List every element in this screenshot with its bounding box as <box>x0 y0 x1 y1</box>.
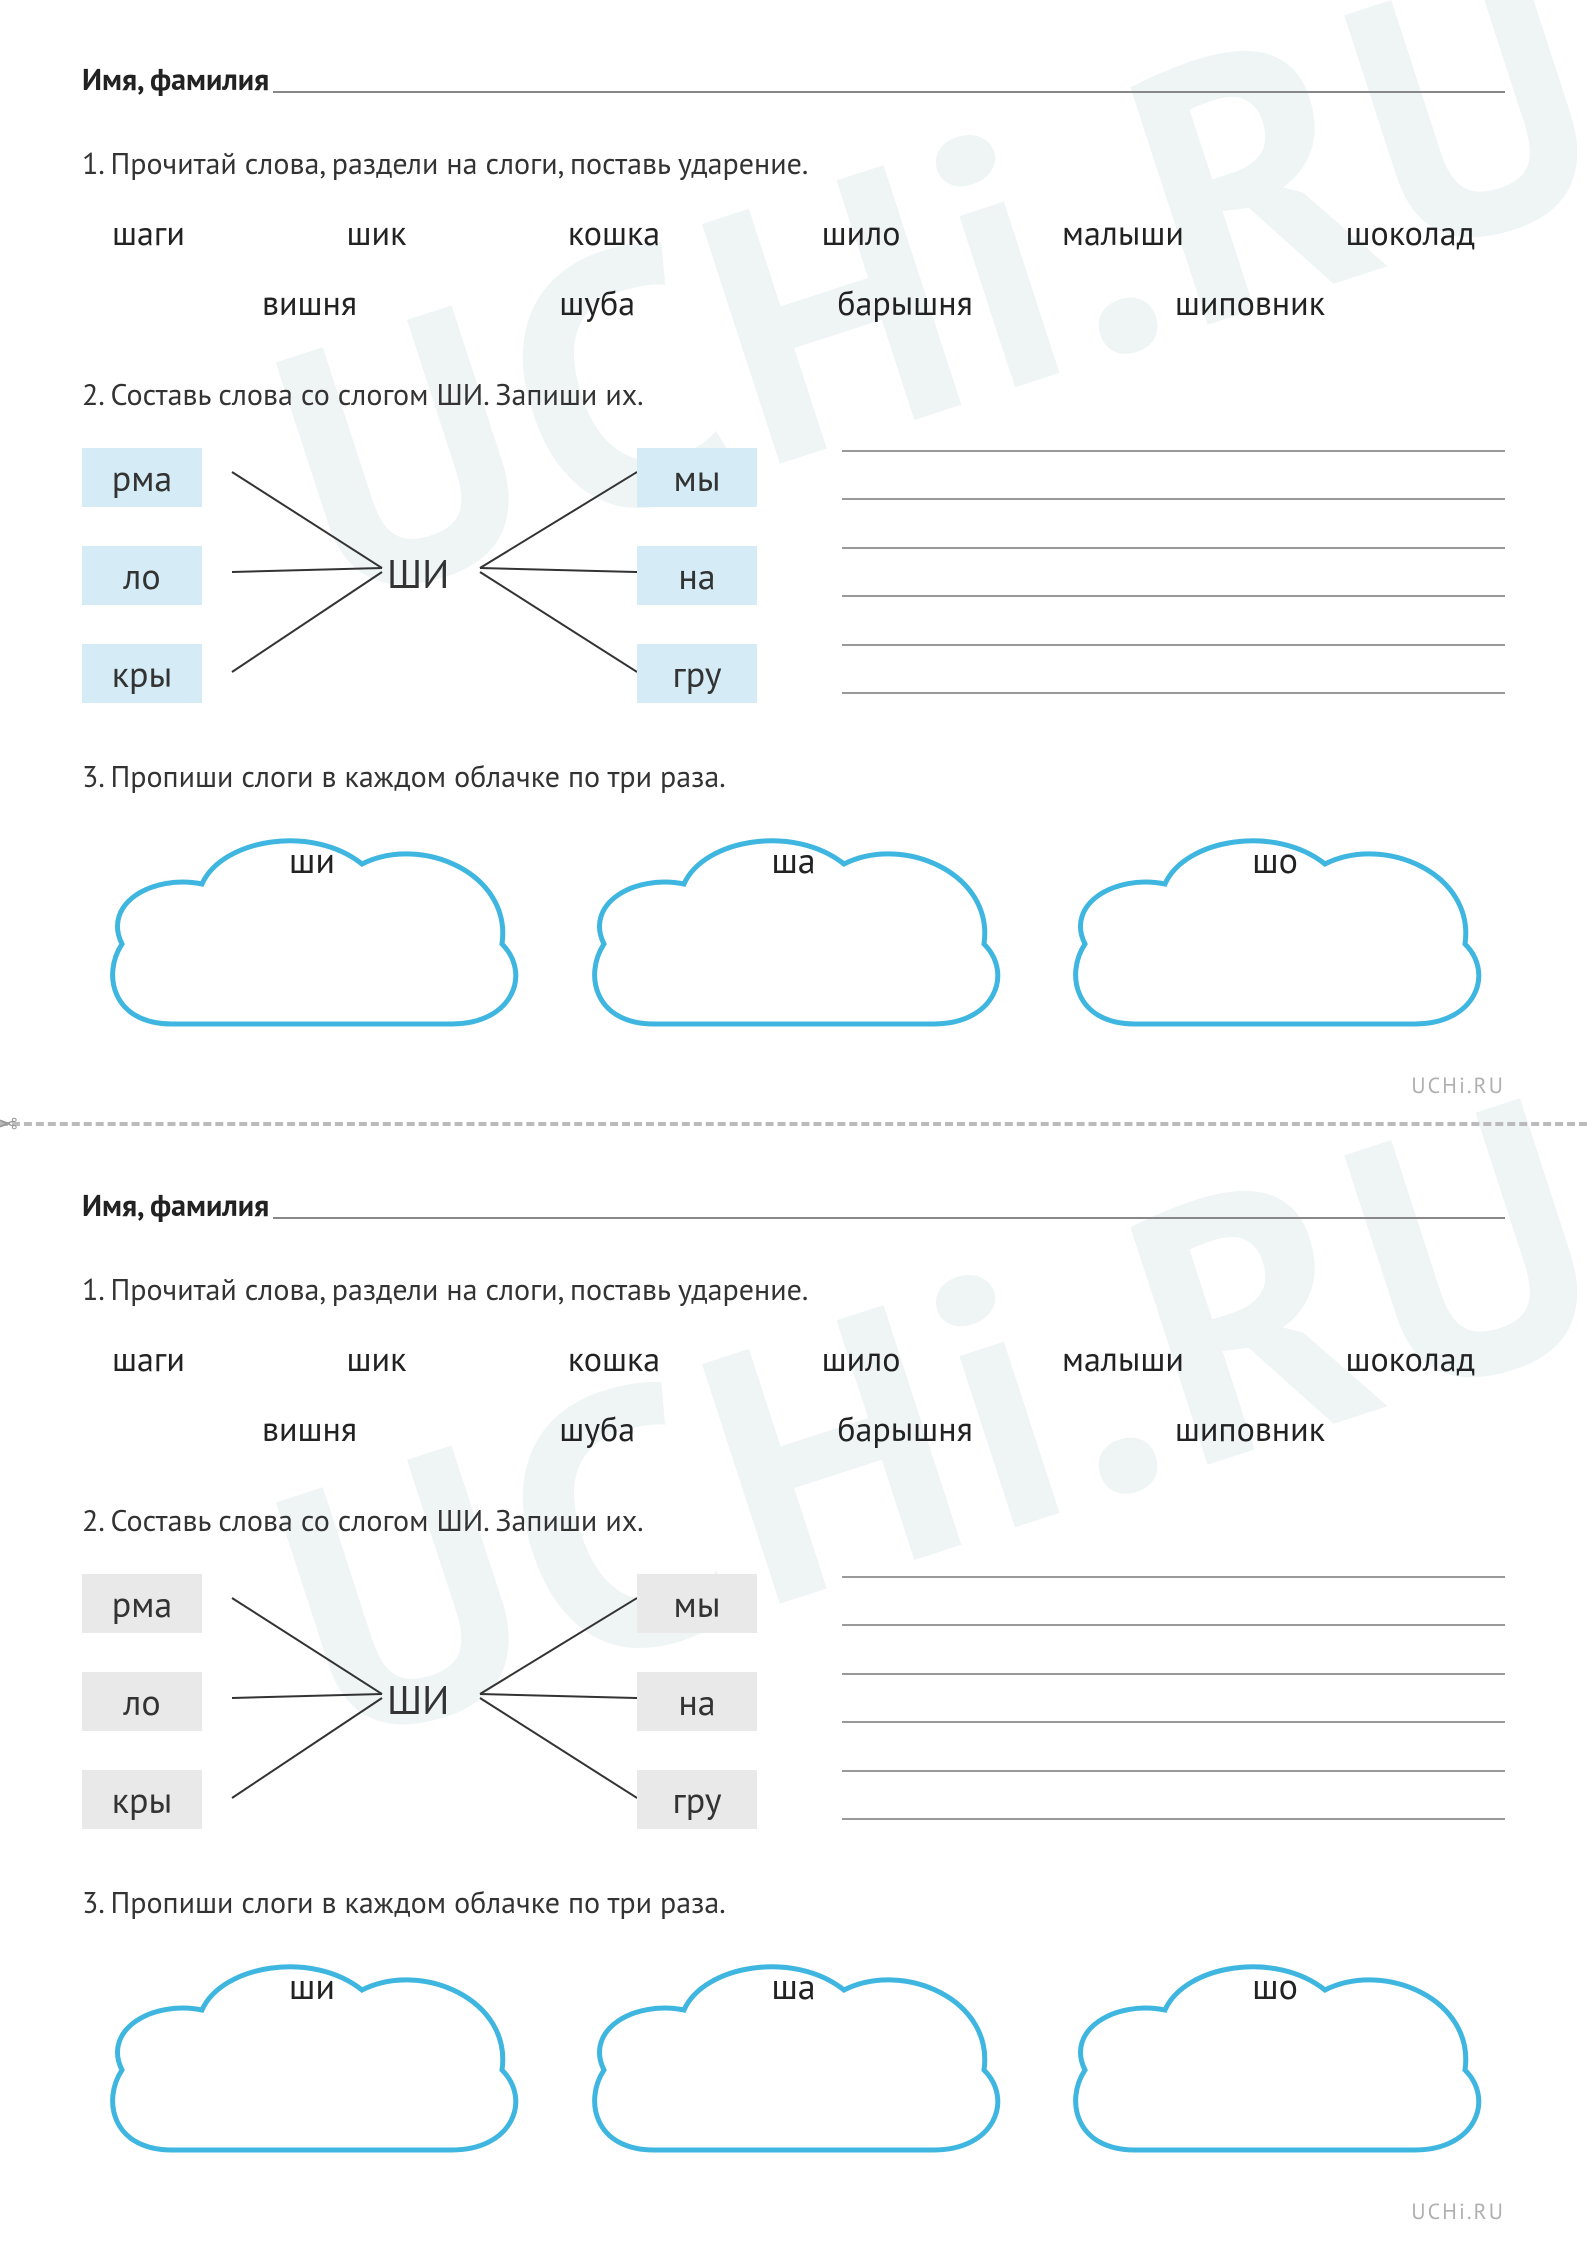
task1-row2: вишня шуба барышня шиповник <box>82 1407 1505 1451</box>
word: шиповник <box>1175 1407 1325 1451</box>
write-line[interactable] <box>842 1673 1505 1675</box>
cloud-label: ша <box>574 1962 1014 2009</box>
syll-left-3: кры <box>82 644 202 703</box>
worksheet-top: Имя, фамилия 1. Прочитай слова, раздели … <box>0 0 1587 1122</box>
syll-right-1: мы <box>637 1574 757 1633</box>
footer-mark: UCHi.RU <box>1411 1072 1505 1100</box>
task1-prompt: 1. Прочитай слова, раздели на слоги, пос… <box>82 144 1505 183</box>
word: шоколад <box>1345 211 1475 255</box>
write-line[interactable] <box>842 1624 1505 1626</box>
syll-left-3: кры <box>82 1770 202 1829</box>
write-line[interactable] <box>842 1721 1505 1723</box>
cloud-label: шо <box>1055 1962 1495 2009</box>
task2-area: рма ло кры ШИ мы на гру <box>82 1568 1505 1828</box>
write-line[interactable] <box>842 644 1505 646</box>
syll-right-2: на <box>637 546 757 605</box>
name-label: Имя, фамилия <box>82 60 269 99</box>
word: шуба <box>559 281 635 325</box>
word: вишня <box>262 1407 357 1451</box>
word: шаги <box>112 1337 185 1381</box>
cloud-label: ши <box>92 836 532 883</box>
task3-prompt: 3. Пропиши слоги в каждом облачке по три… <box>82 757 1505 796</box>
name-label: Имя, фамилия <box>82 1186 269 1225</box>
cloud-3[interactable]: шо <box>1055 824 1495 1034</box>
word: шаги <box>112 211 185 255</box>
task2-prompt: 2. Составь слова со слогом ШИ. Запиши их… <box>82 375 1505 414</box>
task1-row2: вишня шуба барышня шиповник <box>82 281 1505 325</box>
task1-prompt: 1. Прочитай слова, раздели на слоги, пос… <box>82 1270 1505 1309</box>
word: кошка <box>568 1337 660 1381</box>
cloud-label: шо <box>1055 836 1495 883</box>
name-line: Имя, фамилия <box>82 1186 1505 1225</box>
clouds-row: ши ша шо <box>82 824 1505 1034</box>
word: шило <box>822 1337 901 1381</box>
syll-right-3: гру <box>637 1770 757 1829</box>
write-lines <box>842 442 1505 702</box>
syllable-diagram: рма ло кры ШИ мы на гру <box>82 442 782 702</box>
page: UCHi.RU UCHi.RU Имя, фамилия 1. Прочитай… <box>0 0 1587 2248</box>
name-underline[interactable] <box>273 91 1505 93</box>
syll-center: ШИ <box>387 1674 449 1726</box>
write-line[interactable] <box>842 595 1505 597</box>
cloud-1[interactable]: ши <box>92 1950 532 2160</box>
word: шуба <box>559 1407 635 1451</box>
syll-left-1: рма <box>82 448 202 507</box>
syll-right-1: мы <box>637 448 757 507</box>
write-lines <box>842 1568 1505 1828</box>
write-line[interactable] <box>842 498 1505 500</box>
cloud-label: ша <box>574 836 1014 883</box>
name-underline[interactable] <box>273 1217 1505 1219</box>
worksheet-bottom: Имя, фамилия 1. Прочитай слова, раздели … <box>0 1126 1587 2248</box>
write-line[interactable] <box>842 1818 1505 1820</box>
write-line[interactable] <box>842 450 1505 452</box>
word: шиповник <box>1175 281 1325 325</box>
write-line[interactable] <box>842 1576 1505 1578</box>
syll-right-2: на <box>637 1672 757 1731</box>
cloud-1[interactable]: ши <box>92 824 532 1034</box>
word: малыши <box>1062 211 1184 255</box>
write-line[interactable] <box>842 547 1505 549</box>
cloud-label: ши <box>92 1962 532 2009</box>
task3-prompt: 3. Пропиши слоги в каждом облачке по три… <box>82 1883 1505 1922</box>
cloud-2[interactable]: ша <box>574 1950 1014 2160</box>
word: кошка <box>568 211 660 255</box>
syllable-diagram: рма ло кры ШИ мы на гру <box>82 1568 782 1828</box>
syll-left-2: ло <box>82 546 202 605</box>
task1-row1: шаги шик кошка шило малыши шоколад <box>82 1337 1505 1381</box>
task2-prompt: 2. Составь слова со слогом ШИ. Запиши их… <box>82 1501 1505 1540</box>
write-line[interactable] <box>842 1770 1505 1772</box>
task2-area: рма ло кры ШИ мы на гру <box>82 442 1505 702</box>
footer-mark: UCHi.RU <box>1411 2198 1505 2226</box>
syll-left-1: рма <box>82 1574 202 1633</box>
task1-row1: шаги шик кошка шило малыши шоколад <box>82 211 1505 255</box>
name-line: Имя, фамилия <box>82 60 1505 99</box>
word: шик <box>347 1337 407 1381</box>
cloud-3[interactable]: шо <box>1055 1950 1495 2160</box>
word: шик <box>347 211 407 255</box>
clouds-row: ши ша шо <box>82 1950 1505 2160</box>
word: барышня <box>837 1407 972 1451</box>
syll-center: ШИ <box>387 548 449 600</box>
word: шило <box>822 211 901 255</box>
word: малыши <box>1062 1337 1184 1381</box>
syll-left-2: ло <box>82 1672 202 1731</box>
write-line[interactable] <box>842 692 1505 694</box>
word: барышня <box>837 281 972 325</box>
cloud-2[interactable]: ша <box>574 824 1014 1034</box>
syll-right-3: гру <box>637 644 757 703</box>
word: вишня <box>262 281 357 325</box>
word: шоколад <box>1345 1337 1475 1381</box>
